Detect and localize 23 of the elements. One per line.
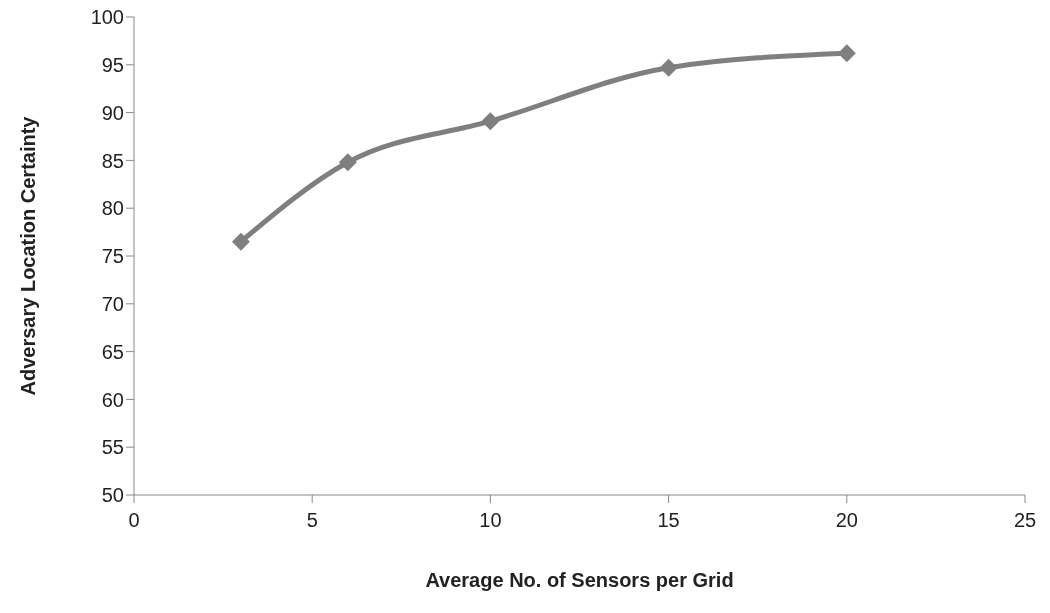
- point: [659, 58, 678, 77]
- y-tick-label: 100: [90, 6, 124, 29]
- y-axis-title: Adversary Location Certainty: [17, 115, 40, 396]
- y-tick-label: 55: [101, 436, 124, 459]
- y-tick-label: 90: [101, 101, 124, 124]
- point: [231, 232, 250, 251]
- x-axis-title: Average No. of Sensors per Grid: [425, 569, 734, 591]
- x-tick-label: 25: [1013, 509, 1037, 532]
- y-tick-label: 65: [101, 340, 124, 363]
- y-tick-label: 50: [101, 484, 124, 507]
- y-tick-label: 95: [101, 53, 124, 76]
- x-tick-label: 20: [835, 509, 858, 532]
- y-tick-label: 75: [101, 245, 124, 268]
- point: [338, 153, 357, 172]
- y-tick-label: 85: [101, 149, 124, 172]
- x-tick-label: 10: [479, 509, 502, 532]
- point: [481, 112, 500, 131]
- y-tick-label: 80: [101, 197, 124, 220]
- x-tick-label: 5: [306, 509, 318, 532]
- y-tick-label: 60: [101, 388, 124, 411]
- x-tick-label: 0: [128, 509, 140, 532]
- x-tick-label: 15: [657, 509, 680, 532]
- y-tick-label: 70: [101, 292, 124, 315]
